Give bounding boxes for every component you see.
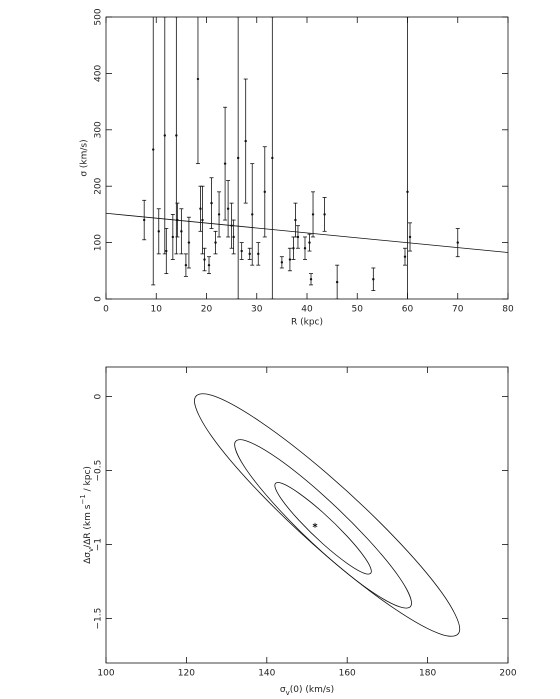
data-point — [214, 241, 217, 244]
data-point — [335, 280, 339, 284]
data-point — [240, 249, 243, 253]
data-point — [308, 241, 311, 244]
label-part: Δσ — [83, 552, 93, 564]
data-point — [280, 261, 284, 264]
data-point — [201, 218, 204, 222]
y-tick-label: 0 — [94, 296, 104, 302]
data-point — [196, 77, 200, 81]
x-tick-label: 140 — [258, 669, 275, 679]
x-axis-label: σv(0) (km/s) — [280, 685, 334, 698]
x-tick-label: 180 — [419, 669, 436, 679]
label-part: / kpc) — [83, 466, 93, 494]
label-part: v — [87, 548, 95, 552]
data-point — [406, 190, 409, 194]
plot-area — [106, 17, 508, 299]
data-point — [271, 156, 274, 160]
data-point — [163, 134, 166, 137]
best-fit-marker — [312, 523, 318, 527]
x-axis-label: R (kpc) — [291, 318, 323, 328]
data-point — [236, 156, 240, 160]
label-part: σ — [280, 685, 286, 695]
x-tick-label: 20 — [201, 305, 213, 315]
label-part: v — [286, 689, 290, 697]
label-part: −1 — [79, 494, 87, 504]
data-point — [251, 213, 254, 216]
label-part: /ΔR (km s — [83, 504, 93, 548]
y-tick-label: −1 — [94, 538, 104, 551]
x-tick-label: 40 — [301, 305, 313, 315]
data-point — [175, 134, 178, 137]
contour — [234, 439, 412, 609]
x-tick-label: 70 — [452, 305, 464, 315]
data-point — [403, 255, 407, 258]
chart: 0 10 20 30 40 50 60 70 80 0 100 200 300 400 500 R (kpc)… — [80, 8, 514, 328]
label-part: (0) (km/s) — [290, 685, 334, 695]
y-tick-label: 200 — [94, 177, 104, 194]
plot-frame — [105, 366, 509, 664]
x-tick-label: 60 — [402, 305, 414, 315]
data-point — [288, 258, 292, 261]
y-axis-label: Δσv/ΔR (km s−1 / kpc) — [79, 466, 95, 564]
y-axis-label: σ (km/s) — [80, 139, 90, 176]
y-tick-label: 0 — [94, 393, 104, 399]
x-tick-label: 30 — [251, 305, 263, 315]
data-point — [207, 263, 211, 267]
data-point — [226, 207, 230, 210]
data-point — [223, 162, 227, 165]
data-point — [294, 218, 297, 222]
y-tick-label: 100 — [94, 234, 104, 251]
y-tick-label: −0.5 — [94, 460, 104, 482]
data-point — [323, 213, 326, 216]
data-point — [187, 241, 191, 244]
x-tick-label: 80 — [502, 305, 514, 315]
data-point — [292, 247, 295, 250]
y-tick-label: 400 — [94, 65, 104, 82]
x-tick-label: 10 — [151, 305, 163, 315]
x-tick-label: 160 — [339, 669, 356, 679]
data-point — [311, 213, 315, 216]
x-tick-label: 200 — [499, 669, 516, 679]
data-point — [180, 230, 183, 233]
data-point — [142, 218, 146, 222]
data-point — [248, 252, 251, 256]
x-tick-label: 120 — [178, 669, 195, 679]
y-tick-label: 300 — [94, 121, 104, 138]
data-point — [157, 230, 160, 233]
x-tick-label: 50 — [352, 305, 364, 315]
contour — [274, 482, 372, 575]
data-point — [171, 235, 175, 239]
data-point — [203, 258, 206, 261]
data-point — [152, 148, 155, 151]
data-point — [244, 139, 247, 143]
data-point — [217, 213, 221, 216]
fit-line — [106, 212, 508, 253]
data-point — [165, 249, 168, 253]
y-tick-label: 500 — [94, 8, 104, 25]
data-point — [372, 278, 375, 281]
x-tick-label: 0 — [103, 305, 109, 315]
data-point — [184, 263, 188, 267]
data-point — [408, 235, 412, 239]
data-point — [303, 247, 307, 250]
data-point — [210, 201, 213, 205]
plot-area — [194, 393, 461, 637]
data-point — [456, 241, 459, 244]
data-point — [257, 252, 260, 256]
data-point — [296, 235, 300, 239]
data-point — [309, 278, 313, 281]
data-point — [199, 207, 202, 210]
x-tick-label: 100 — [97, 669, 114, 679]
data-point — [232, 235, 235, 239]
contour — [194, 393, 461, 637]
data-point — [263, 190, 266, 194]
y-tick-label: −1.5 — [94, 608, 104, 630]
